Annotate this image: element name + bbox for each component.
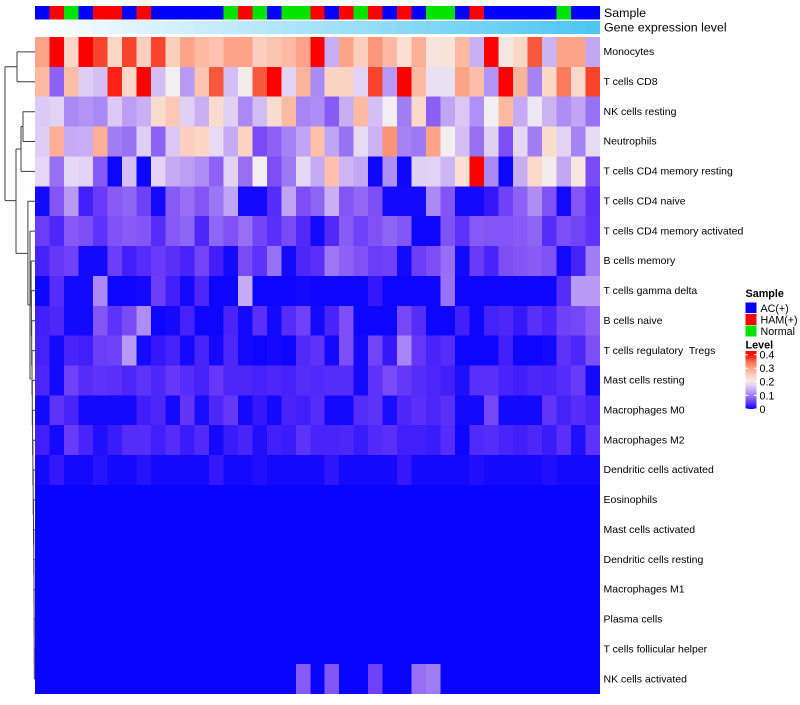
svg-text:Sample: Sample bbox=[746, 288, 784, 300]
svg-text:Macrophages M1: Macrophages M1 bbox=[604, 584, 685, 596]
svg-text:B cells naive: B cells naive bbox=[604, 315, 663, 327]
svg-text:Plasma cells: Plasma cells bbox=[604, 614, 663, 626]
svg-text:Monocytes: Monocytes bbox=[604, 46, 655, 58]
svg-text:HAM(+): HAM(+) bbox=[761, 314, 798, 326]
svg-text:T cells CD4 memory resting: T cells CD4 memory resting bbox=[604, 166, 733, 178]
svg-text:T cells gamma delta: T cells gamma delta bbox=[604, 285, 698, 297]
svg-text:0.1: 0.1 bbox=[760, 390, 775, 402]
svg-text:Gene expression level: Gene expression level bbox=[604, 20, 727, 34]
svg-text:T cells CD4 memory activated: T cells CD4 memory activated bbox=[604, 225, 744, 237]
svg-text:T cells CD8: T cells CD8 bbox=[604, 76, 658, 88]
svg-text:Sample: Sample bbox=[604, 6, 646, 20]
svg-text:0.4: 0.4 bbox=[760, 350, 775, 362]
svg-text:Dendritic cells activated: Dendritic cells activated bbox=[604, 464, 714, 476]
svg-text:AC(+): AC(+) bbox=[761, 303, 789, 315]
svg-text:0.2: 0.2 bbox=[760, 377, 775, 389]
svg-text:0.3: 0.3 bbox=[760, 363, 775, 375]
svg-text:Level: Level bbox=[746, 340, 774, 352]
svg-text:Eosinophils: Eosinophils bbox=[604, 494, 658, 506]
svg-text:NK cells activated: NK cells activated bbox=[604, 673, 688, 685]
svg-text:B cells memory: B cells memory bbox=[604, 255, 677, 267]
svg-text:Neutrophils: Neutrophils bbox=[604, 136, 657, 148]
svg-text:Macrophages M0: Macrophages M0 bbox=[604, 405, 685, 417]
svg-text:Normal: Normal bbox=[761, 326, 795, 338]
svg-text:Macrophages M2: Macrophages M2 bbox=[604, 434, 685, 446]
svg-text:0: 0 bbox=[760, 404, 766, 416]
svg-text:T cells regulatory Tregs: T cells regulatory Tregs bbox=[604, 345, 716, 357]
svg-text:NK cells resting: NK cells resting bbox=[604, 106, 677, 118]
svg-text:Mast cells activated: Mast cells activated bbox=[604, 524, 696, 536]
svg-text:Dendritic cells resting: Dendritic cells resting bbox=[604, 554, 704, 566]
svg-text:Mast cells resting: Mast cells resting bbox=[604, 375, 685, 387]
svg-text:T cells follicular helper: T cells follicular helper bbox=[604, 643, 708, 655]
svg-text:T cells CD4 naive: T cells CD4 naive bbox=[604, 195, 686, 207]
